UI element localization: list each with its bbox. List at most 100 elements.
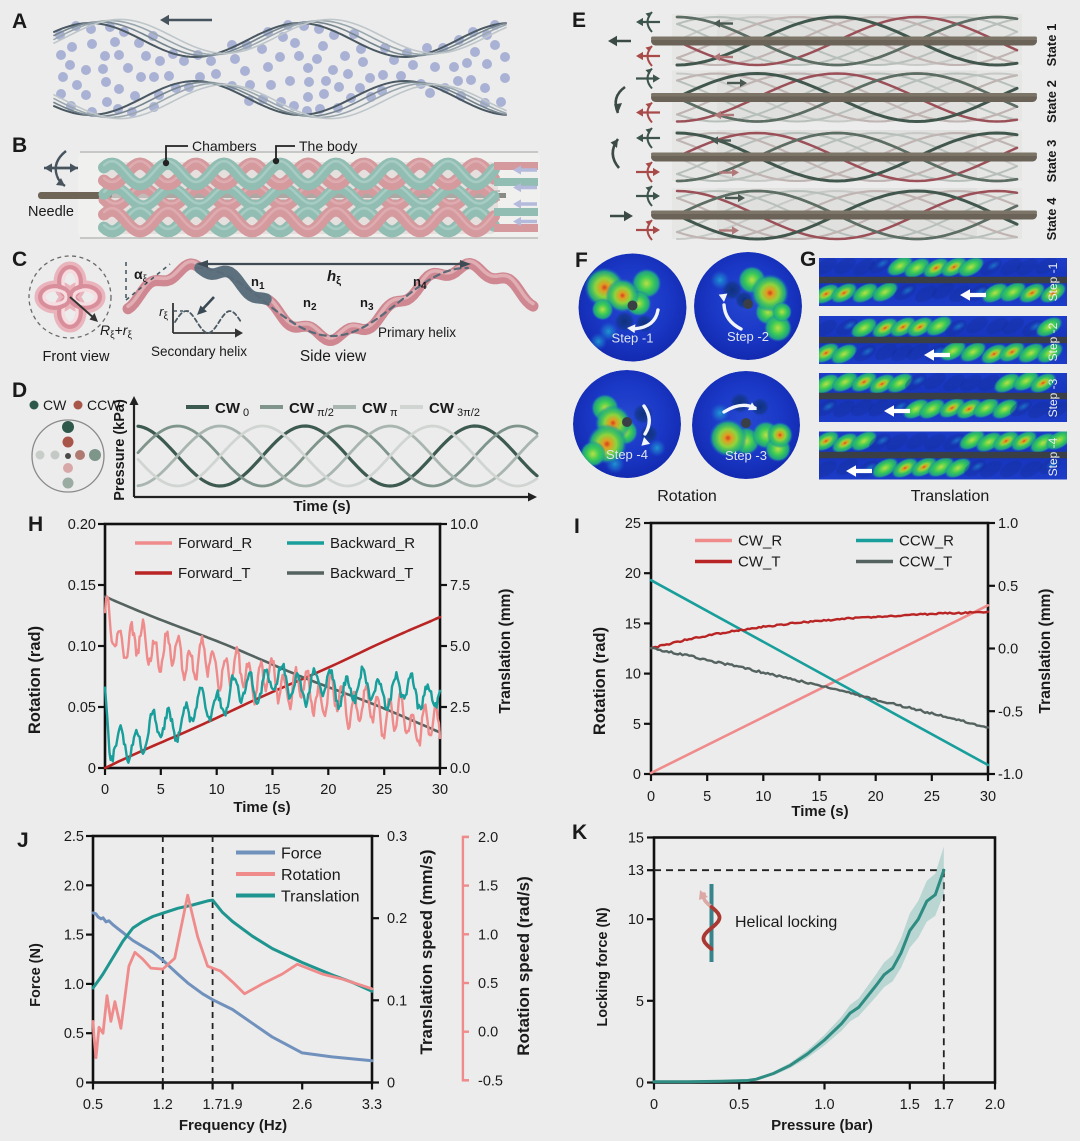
svg-text:-1.0: -1.0 (998, 767, 1023, 783)
svg-text:Translation: Translation (281, 889, 360, 906)
svg-text:0.3: 0.3 (387, 829, 407, 845)
svg-text:Locking force (N): Locking force (N) (595, 907, 611, 1026)
svg-text:Step -2: Step -2 (1046, 322, 1060, 361)
svg-text:hξ: hξ (327, 268, 341, 287)
svg-text:0.2: 0.2 (387, 911, 407, 927)
svg-text:5.0: 5.0 (450, 639, 470, 655)
svg-text:0.0: 0.0 (998, 642, 1018, 658)
svg-text:0: 0 (76, 1076, 84, 1092)
svg-text:Frequency (Hz): Frequency (Hz) (179, 1117, 287, 1134)
svg-text:2.5: 2.5 (450, 700, 470, 716)
svg-text:G: G (800, 248, 816, 271)
svg-text:2.0: 2.0 (985, 1097, 1005, 1113)
svg-text:2.6: 2.6 (292, 1097, 312, 1113)
svg-text:0.20: 0.20 (68, 517, 96, 533)
svg-text:E: E (572, 9, 586, 32)
svg-text:CCW_R: CCW_R (899, 533, 954, 550)
svg-text:0.15: 0.15 (68, 578, 96, 594)
svg-text:n2: n2 (303, 295, 317, 313)
svg-text:1.9: 1.9 (222, 1097, 242, 1113)
svg-text:1.5: 1.5 (64, 928, 84, 944)
svg-text:Rξ+rξ: Rξ+rξ (100, 322, 132, 341)
svg-text:H: H (28, 513, 43, 536)
svg-text:B: B (12, 134, 27, 157)
svg-text:0: 0 (633, 767, 641, 783)
svg-text:C: C (12, 248, 27, 271)
svg-text:CW π/2: CW π/2 (289, 400, 334, 419)
svg-text:Forward_T: Forward_T (178, 565, 251, 582)
svg-text:2.0: 2.0 (64, 878, 84, 894)
svg-text:13: 13 (628, 863, 644, 879)
svg-text:State 2: State 2 (1044, 80, 1059, 123)
svg-text:30: 30 (980, 789, 996, 805)
svg-text:Front view: Front view (43, 349, 110, 365)
svg-text:Pressure (bar): Pressure (bar) (771, 1117, 873, 1134)
svg-text:1.5: 1.5 (900, 1097, 920, 1113)
svg-text:Step -3: Step -3 (1046, 378, 1060, 417)
svg-text:0.5: 0.5 (998, 579, 1018, 595)
svg-text:0: 0 (650, 1097, 658, 1113)
svg-text:Rotation: Rotation (281, 867, 341, 884)
svg-text:0.0: 0.0 (450, 761, 470, 777)
svg-text:State 3: State 3 (1044, 140, 1059, 183)
svg-text:A: A (12, 10, 27, 33)
svg-text:Step -1: Step -1 (1046, 262, 1060, 301)
svg-text:20: 20 (868, 789, 884, 805)
svg-text:10: 10 (628, 912, 644, 928)
svg-text:Rotation: Rotation (657, 488, 717, 505)
svg-text:Step -1: Step -1 (612, 331, 654, 346)
svg-text:20: 20 (320, 782, 336, 798)
svg-text:Step -4: Step -4 (1046, 437, 1060, 476)
svg-text:CCW_T: CCW_T (899, 554, 952, 571)
svg-text:Chambers: Chambers (192, 138, 257, 154)
svg-text:K: K (572, 821, 587, 844)
svg-text:D: D (12, 379, 27, 402)
svg-text:Helical locking: Helical locking (735, 914, 837, 931)
svg-text:The body: The body (299, 138, 357, 154)
svg-text:25: 25 (625, 516, 641, 532)
svg-text:2.5: 2.5 (64, 829, 84, 845)
svg-text:1.5: 1.5 (478, 879, 498, 895)
svg-text:Needle: Needle (28, 204, 74, 220)
svg-text:Rotation (rad): Rotation (rad) (26, 626, 44, 734)
svg-text:Force: Force (281, 846, 322, 863)
svg-text:Primary helix: Primary helix (378, 325, 456, 340)
svg-text:1.0: 1.0 (814, 1097, 834, 1113)
svg-text:0: 0 (636, 1076, 644, 1092)
svg-text:0.0: 0.0 (478, 1025, 498, 1041)
svg-text:2.0: 2.0 (478, 830, 498, 846)
svg-text:1.7: 1.7 (202, 1097, 222, 1113)
svg-text:15: 15 (811, 789, 827, 805)
svg-text:Step -4: Step -4 (606, 447, 648, 462)
svg-text:Translation speed (mm/s): Translation speed (mm/s) (417, 850, 436, 1055)
svg-text:0: 0 (88, 761, 96, 777)
svg-text:Translation: Translation (911, 488, 990, 505)
svg-text:rξ: rξ (159, 304, 168, 322)
svg-text:1.0: 1.0 (478, 927, 498, 943)
svg-text:10: 10 (209, 782, 225, 798)
svg-text:Rotation speed (rad/s): Rotation speed (rad/s) (514, 876, 533, 1055)
svg-text:Rotation (rad): Rotation (rad) (591, 627, 609, 735)
svg-text:-0.5: -0.5 (478, 1073, 503, 1089)
svg-text:5: 5 (703, 789, 711, 805)
svg-text:10: 10 (755, 789, 771, 805)
svg-text:5: 5 (633, 717, 641, 733)
svg-text:0: 0 (387, 1076, 395, 1092)
svg-text:Force (N): Force (N) (28, 943, 44, 1007)
svg-text:0.5: 0.5 (729, 1097, 749, 1113)
svg-text:15: 15 (625, 616, 641, 632)
svg-text:Backward_T: Backward_T (330, 565, 413, 582)
svg-text:n3: n3 (360, 295, 374, 313)
svg-text:0.1: 0.1 (387, 993, 407, 1009)
svg-text:0.5: 0.5 (83, 1097, 103, 1113)
svg-text:State 1: State 1 (1044, 24, 1059, 67)
svg-text:Forward_R: Forward_R (178, 535, 252, 552)
svg-text:25: 25 (376, 782, 392, 798)
svg-text:CW_R: CW_R (738, 533, 782, 550)
svg-text:n4: n4 (413, 274, 427, 292)
svg-text:Secondary helix: Secondary helix (151, 344, 247, 359)
svg-text:30: 30 (432, 782, 448, 798)
svg-text:15: 15 (628, 831, 644, 847)
svg-text:I: I (574, 515, 580, 538)
svg-text:F: F (575, 249, 588, 272)
